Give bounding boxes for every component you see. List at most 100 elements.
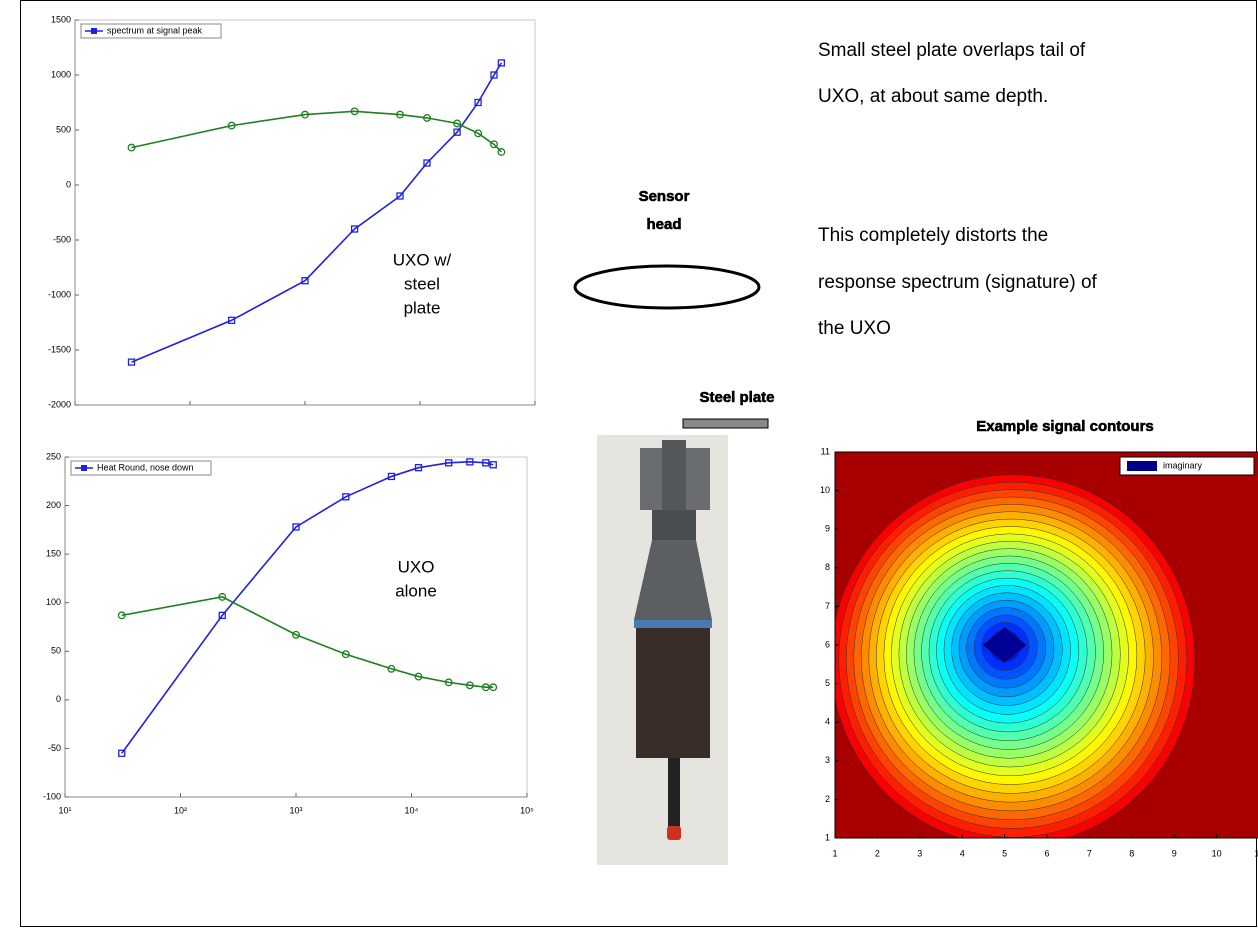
marker — [227, 316, 236, 324]
y-tick-label: 500 — [56, 124, 71, 134]
x-tick-label: 10² — [174, 805, 187, 815]
y-tick-label: 2 — [825, 794, 830, 804]
contour-plot — [835, 452, 1258, 838]
marker — [218, 611, 226, 619]
x-tick-label: 5 — [1002, 848, 1007, 858]
marker — [453, 119, 462, 128]
x-tick-label: 10¹ — [58, 805, 71, 815]
y-tick-label: 8 — [825, 562, 830, 572]
sensor-head — [573, 264, 761, 310]
series-line — [131, 62, 503, 363]
x-tick-label: 10⁵ — [520, 805, 534, 815]
legend-label: spectrum at signal peak — [107, 25, 203, 35]
x-tick-label: 3 — [917, 848, 922, 858]
marker — [445, 459, 453, 467]
marker — [127, 143, 136, 152]
annotation: alone — [395, 581, 437, 600]
paragraph-line: response spectrum (signature) of — [818, 272, 1098, 293]
x-tick-label: 2 — [875, 848, 880, 858]
y-tick-label: 7 — [825, 601, 830, 611]
marker — [350, 225, 359, 233]
legend-box — [80, 23, 222, 39]
uxo-photo — [597, 435, 728, 865]
y-tick-label: -1500 — [48, 344, 71, 354]
x-tick-label: 9 — [1172, 848, 1177, 858]
paragraph-line: the UXO — [818, 318, 891, 339]
marker — [489, 461, 497, 469]
series-line — [121, 461, 494, 754]
legend-box — [70, 460, 212, 476]
y-tick-label: 6 — [825, 639, 830, 649]
y-tick-label: 1500 — [51, 14, 71, 24]
y-tick-label: -2000 — [48, 399, 71, 409]
y-tick-label: -500 — [53, 234, 71, 244]
x-tick-label: 11 — [1254, 848, 1258, 858]
y-tick-label: 11 — [821, 446, 830, 456]
marker — [423, 159, 431, 167]
marker — [423, 113, 431, 122]
legend-marker — [81, 465, 87, 471]
plot-frame — [64, 456, 528, 798]
annotation: UXO w/ — [393, 250, 452, 269]
series-line — [121, 596, 494, 689]
x-tick-label: 8 — [1129, 848, 1134, 858]
marker — [490, 71, 498, 79]
marker — [414, 464, 423, 472]
marker — [341, 650, 350, 659]
marker — [482, 459, 490, 467]
legend-marker — [91, 28, 97, 34]
y-tick-label: 1 — [825, 832, 830, 842]
y-tick-label: 3 — [825, 755, 830, 765]
paragraph-line: Small steel plate overlaps tail of — [818, 40, 1086, 61]
x-tick-label: 4 — [960, 848, 965, 858]
marker — [292, 523, 300, 531]
marker — [444, 678, 453, 687]
marker — [396, 192, 404, 200]
y-tick-label: 1000 — [51, 69, 71, 79]
y-tick-label: 50 — [51, 646, 61, 656]
marker — [481, 683, 490, 692]
marker — [387, 664, 396, 673]
charts: -2000-1500-1000-500050010001500spectrum … — [43, 14, 1258, 858]
marker — [342, 493, 350, 501]
y-tick-label: 0 — [56, 694, 61, 704]
paragraph-line: UXO, at about same depth. — [818, 86, 1048, 107]
marker — [218, 592, 227, 601]
x-tick-label: 10⁴ — [405, 805, 419, 815]
marker — [292, 630, 300, 639]
marker — [474, 98, 482, 107]
marker — [127, 358, 136, 366]
y-tick-label: 10 — [820, 485, 830, 495]
y-tick-label: 100 — [46, 597, 61, 607]
y-tick-label: 150 — [46, 549, 61, 559]
marker — [301, 277, 309, 285]
marker — [490, 140, 498, 149]
marker — [387, 472, 396, 481]
contour-peak — [982, 626, 1027, 664]
y-tick-label: -1000 — [48, 289, 71, 299]
steel-plate — [682, 418, 769, 429]
y-tick-label: 0 — [66, 179, 71, 189]
marker — [465, 681, 474, 690]
legend-label: Heat Round, nose down — [97, 462, 194, 472]
paragraph-line: This completely distorts the — [818, 225, 1048, 246]
x-tick-label: 1 — [832, 848, 837, 858]
x-tick-label: 7 — [1087, 848, 1092, 858]
marker — [117, 611, 126, 620]
marker — [227, 121, 236, 130]
marker — [396, 110, 404, 119]
annotation: steel — [404, 274, 440, 293]
plate-label: Steel plate — [699, 389, 774, 406]
plot-frame — [74, 19, 536, 406]
x-tick-label: 10 — [1212, 848, 1222, 858]
marker — [301, 110, 309, 119]
y-tick-label: 250 — [46, 451, 61, 461]
y-tick-label: 9 — [825, 524, 830, 534]
sensor-label: Sensor — [639, 188, 690, 205]
marker — [453, 128, 461, 136]
marker — [497, 148, 506, 156]
annotation: UXO — [398, 557, 435, 576]
y-tick-label: 5 — [825, 678, 830, 688]
x-tick-label: 6 — [1044, 848, 1049, 858]
